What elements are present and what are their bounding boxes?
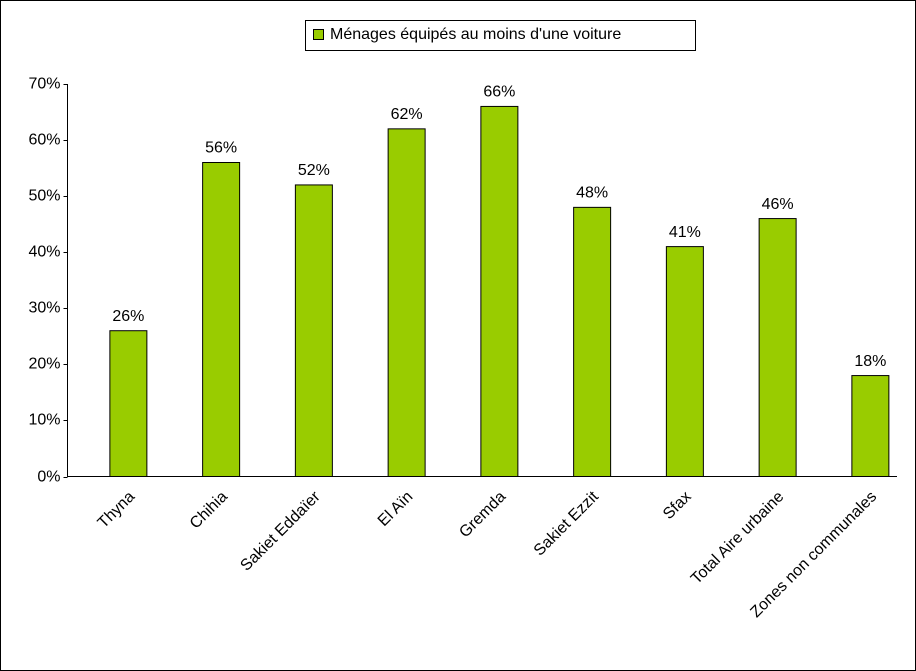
value-label: 66% xyxy=(483,84,515,101)
value-label: 52% xyxy=(298,162,330,179)
value-label: 46% xyxy=(762,196,794,213)
value-label: 26% xyxy=(112,308,144,325)
y-tick-label: 10% xyxy=(28,412,60,429)
value-label: 56% xyxy=(205,140,237,157)
legend-box xyxy=(305,20,696,51)
y-tick-label: 70% xyxy=(28,76,60,93)
y-tick-label: 0% xyxy=(37,469,60,486)
bar xyxy=(851,375,890,478)
value-label: 62% xyxy=(391,106,423,123)
y-tick-label: 50% xyxy=(28,188,60,205)
bar xyxy=(665,246,704,477)
bar xyxy=(480,105,519,478)
y-tick-label: 40% xyxy=(28,244,60,261)
bar xyxy=(109,330,148,478)
legend-swatch xyxy=(313,29,324,40)
bar xyxy=(758,218,797,477)
bar xyxy=(202,162,241,477)
legend-label: Ménages équipés au moins d'une voiture xyxy=(330,26,621,43)
bar xyxy=(294,184,333,478)
value-label: 41% xyxy=(669,224,701,241)
value-label: 48% xyxy=(576,185,608,202)
y-tick-label: 20% xyxy=(28,356,60,373)
bar xyxy=(573,206,612,477)
bar xyxy=(387,128,426,477)
y-tick-label: 60% xyxy=(28,132,60,149)
value-label: 18% xyxy=(854,353,886,370)
y-tick-label: 30% xyxy=(28,300,60,317)
